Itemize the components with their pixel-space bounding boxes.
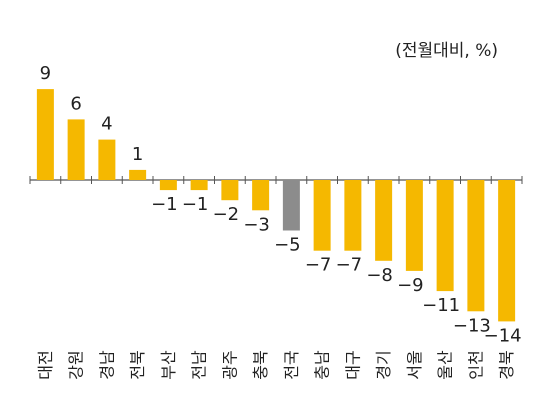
bar-9 [313, 180, 331, 251]
data-label-8: −5 [274, 235, 301, 256]
data-label-1: 6 [70, 93, 81, 114]
bar-14 [467, 180, 485, 312]
bar-6 [221, 180, 239, 201]
unit-label: (전월대비, %) [395, 41, 498, 61]
bar-8 [282, 180, 300, 231]
bar-13 [436, 180, 454, 292]
data-label-10: −7 [336, 255, 363, 276]
category-label-2: 경남 [97, 350, 116, 380]
data-label-7: −3 [243, 214, 270, 235]
data-label-0: 9 [40, 63, 51, 84]
bar-0 [36, 89, 54, 180]
bar-11 [375, 180, 393, 261]
category-label-13: 울산 [436, 350, 455, 380]
data-label-13: −11 [422, 295, 460, 316]
category-label-4: 부산 [159, 350, 178, 380]
bar-3 [129, 169, 147, 180]
data-label-9: −7 [305, 255, 332, 276]
category-label-12: 서울 [405, 350, 424, 379]
category-label-1: 강원 [67, 350, 86, 379]
category-label-10: 대구 [343, 350, 362, 379]
data-label-11: −8 [366, 265, 393, 286]
bar-12 [405, 180, 423, 271]
category-label-15: 경북 [497, 350, 516, 379]
data-label-6: −2 [213, 204, 240, 225]
category-label-14: 인천 [466, 350, 485, 379]
bar-15 [498, 180, 516, 322]
bar-2 [98, 139, 116, 180]
bar-4 [159, 180, 177, 191]
data-label-2: 4 [101, 114, 112, 135]
data-label-14: −13 [453, 315, 491, 336]
bar-1 [67, 119, 85, 180]
category-label-5: 전남 [190, 350, 209, 380]
data-label-12: −9 [397, 275, 424, 296]
category-label-8: 전국 [282, 350, 301, 379]
category-label-3: 전북 [128, 350, 147, 379]
category-label-6: 광주 [220, 350, 239, 379]
bar-5 [190, 180, 208, 191]
bar-7 [252, 180, 270, 211]
data-label-3: 1 [132, 144, 143, 165]
category-label-7: 충북 [251, 350, 270, 379]
category-label-11: 경기 [374, 350, 393, 379]
category-label-9: 충남 [313, 350, 332, 380]
bar-10 [344, 180, 362, 251]
data-label-5: −1 [182, 194, 209, 215]
data-label-15: −14 [484, 325, 522, 346]
data-label-4: −1 [151, 194, 178, 215]
category-label-0: 대전 [36, 350, 55, 379]
